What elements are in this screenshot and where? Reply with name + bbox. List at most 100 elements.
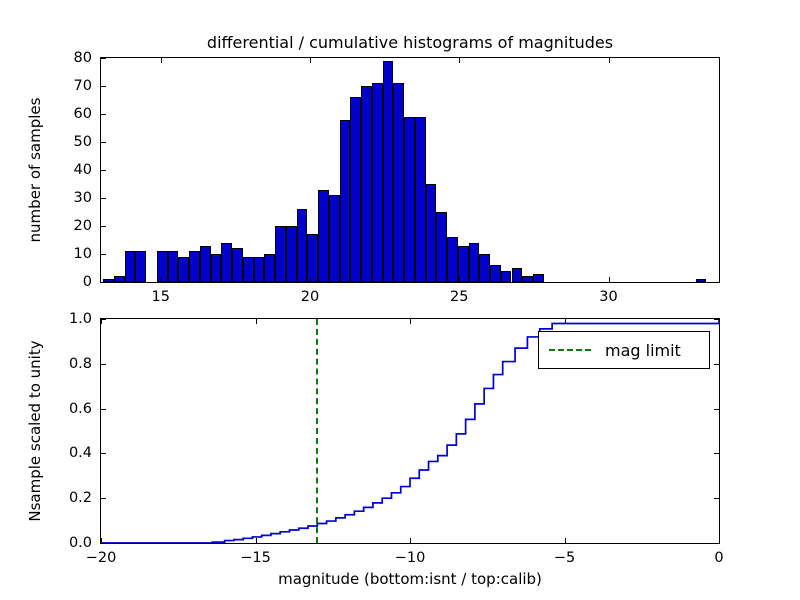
histogram-bar bbox=[468, 242, 480, 282]
histogram-bar bbox=[695, 279, 707, 282]
ytick-label: 20 bbox=[73, 218, 92, 234]
xtick-mark bbox=[410, 538, 411, 543]
xtick-label: −20 bbox=[85, 550, 117, 566]
ytick-mark-right bbox=[714, 408, 719, 410]
xtick-mark-top bbox=[608, 58, 610, 63]
figure-xlabel: magnitude (bottom:isnt / top:calib) bbox=[278, 570, 542, 588]
xtick-mark bbox=[608, 277, 610, 282]
histogram-bar bbox=[328, 195, 340, 282]
ytick-label: 80 bbox=[73, 50, 92, 66]
histogram-bar bbox=[511, 268, 523, 282]
xtick-label: 15 bbox=[151, 289, 170, 305]
xtick-mark bbox=[160, 277, 162, 282]
ytick-label: 60 bbox=[73, 106, 92, 122]
ytick-label: 70 bbox=[73, 78, 92, 94]
ytick-label: 0.4 bbox=[68, 445, 92, 462]
xtick-mark-top bbox=[564, 319, 566, 324]
histogram-bar bbox=[113, 276, 125, 282]
ytick-label: 1.0 bbox=[68, 311, 92, 327]
histogram-bar bbox=[221, 242, 233, 282]
histogram-bar bbox=[533, 273, 544, 282]
xtick-label: −10 bbox=[394, 550, 426, 566]
ytick-label: 30 bbox=[73, 190, 92, 206]
histogram-bar bbox=[414, 116, 426, 282]
histogram-bar bbox=[318, 189, 329, 282]
xtick-label: 20 bbox=[300, 289, 320, 305]
histogram-bar bbox=[189, 251, 200, 282]
ytick-mark bbox=[101, 363, 106, 365]
histogram-bar bbox=[393, 83, 404, 282]
histogram-bar bbox=[296, 209, 308, 282]
xtick-label: −5 bbox=[553, 550, 576, 566]
xtick-mark bbox=[564, 538, 566, 543]
xtick-mark-top bbox=[459, 58, 461, 63]
histogram-bar bbox=[436, 212, 447, 282]
ytick-mark-right bbox=[714, 498, 719, 500]
ytick-label: 0.0 bbox=[68, 535, 92, 551]
histogram-bar bbox=[404, 116, 415, 282]
xtick-mark bbox=[309, 277, 311, 282]
ytick-label: 40 bbox=[73, 162, 92, 178]
histogram-bar bbox=[490, 265, 501, 282]
xtick-label: 25 bbox=[450, 289, 469, 305]
histogram-bar bbox=[479, 254, 490, 282]
histogram-bar bbox=[210, 254, 222, 282]
ytick-mark bbox=[101, 86, 106, 87]
ytick-mark bbox=[101, 198, 106, 199]
figure-title: differential / cumulative histograms of … bbox=[206, 33, 614, 52]
histogram-bar bbox=[339, 119, 351, 282]
histogram-bar bbox=[275, 226, 286, 282]
ytick-mark-right bbox=[714, 363, 719, 365]
mag-limit-legend-swatch bbox=[549, 349, 591, 351]
histogram-bar bbox=[135, 251, 147, 282]
ytick-mark bbox=[101, 408, 106, 410]
xtick-label: −15 bbox=[240, 550, 271, 566]
ytick-mark-right bbox=[714, 319, 719, 320]
legend[interactable]: mag limit bbox=[538, 331, 710, 369]
histogram-bar bbox=[103, 279, 114, 282]
cumulative-curve bbox=[101, 319, 719, 543]
cumulative-step-line bbox=[101, 319, 719, 543]
xtick-mark-top bbox=[309, 58, 311, 63]
histogram-bar bbox=[178, 256, 190, 282]
bottom-panel-ylabel: Nsample scaled to unity bbox=[26, 340, 44, 522]
histogram-bar bbox=[382, 60, 394, 282]
xtick-label: 0 bbox=[714, 550, 724, 566]
histogram-plot-area bbox=[101, 58, 719, 282]
ytick-mark bbox=[101, 319, 106, 320]
ytick-label: 0.2 bbox=[68, 490, 92, 507]
ytick-mark bbox=[101, 114, 106, 115]
xtick-mark-top bbox=[160, 58, 162, 63]
histogram-bar bbox=[425, 184, 437, 282]
xtick-mark-top bbox=[255, 319, 257, 324]
histogram-bar bbox=[285, 226, 297, 282]
histogram-bar bbox=[457, 245, 469, 282]
histogram-bar bbox=[500, 270, 512, 282]
histogram-bar bbox=[124, 251, 136, 282]
top-panel-ylabel: number of samples bbox=[26, 97, 44, 243]
ytick-label: 10 bbox=[73, 246, 92, 262]
histogram-bar bbox=[307, 234, 319, 282]
legend-label-mag-limit: mag limit bbox=[605, 340, 681, 360]
histogram-bar bbox=[350, 97, 362, 282]
histogram-bar bbox=[522, 276, 533, 282]
ytick-label: 0.8 bbox=[68, 355, 92, 372]
mag-limit-vline bbox=[315, 319, 318, 543]
top-panel-axes bbox=[100, 57, 720, 283]
xtick-label: 30 bbox=[599, 289, 618, 305]
xtick-mark bbox=[459, 277, 461, 282]
xtick-mark bbox=[101, 538, 102, 543]
bottom-panel-axes: mag limit bbox=[100, 318, 720, 544]
ytick-mark bbox=[101, 254, 106, 255]
ytick-mark-right bbox=[714, 453, 719, 455]
xtick-mark bbox=[255, 538, 257, 543]
histogram-bar bbox=[232, 248, 243, 282]
histogram-bar bbox=[167, 251, 179, 282]
cumulative-plot-area: mag limit bbox=[101, 319, 719, 543]
xtick-mark-top bbox=[410, 319, 411, 324]
ytick-mark bbox=[101, 453, 106, 455]
ytick-mark bbox=[101, 58, 106, 59]
ytick-label: 0.6 bbox=[68, 400, 92, 417]
xtick-mark-top bbox=[101, 319, 102, 324]
